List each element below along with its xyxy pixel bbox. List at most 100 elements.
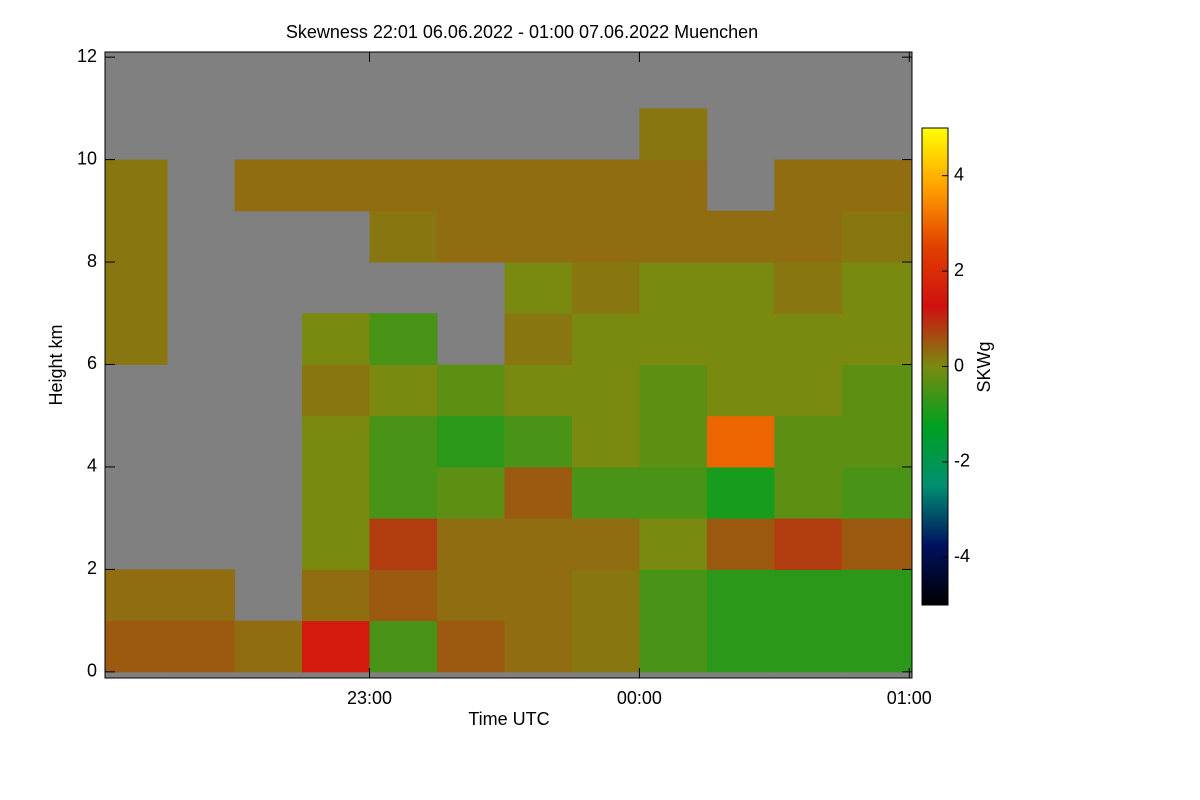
heatmap-cell bbox=[504, 210, 573, 263]
heatmap-cell bbox=[571, 415, 640, 468]
heatmap-cell bbox=[504, 364, 573, 417]
heatmap-cell bbox=[369, 466, 438, 519]
y-tick-label: 10 bbox=[77, 148, 97, 168]
heatmap-cell bbox=[774, 620, 843, 673]
heatmap-cell bbox=[841, 262, 913, 314]
colorbar-tick-label: 0 bbox=[954, 355, 964, 375]
heatmap-cell bbox=[841, 210, 913, 263]
heatmap-cell bbox=[369, 159, 438, 212]
y-axis-label: Height km bbox=[46, 324, 66, 405]
heatmap-cell bbox=[774, 364, 843, 417]
heatmap-cell bbox=[774, 262, 843, 314]
heatmap-cell bbox=[639, 364, 708, 417]
heatmap-cell bbox=[774, 569, 843, 622]
heatmap-cell bbox=[369, 415, 438, 468]
heatmap-cell bbox=[504, 466, 573, 519]
heatmap-cell bbox=[302, 313, 371, 365]
heatmap-cell bbox=[639, 466, 708, 519]
heatmap-cell bbox=[504, 620, 573, 673]
heatmap-cell bbox=[105, 262, 168, 314]
heatmap-cell bbox=[706, 620, 775, 673]
x-axis-label: Time UTC bbox=[468, 709, 549, 729]
heatmap-cell bbox=[639, 262, 708, 314]
heatmap-cell bbox=[302, 415, 371, 468]
heatmap-cell bbox=[706, 364, 775, 417]
heatmap-cell bbox=[369, 620, 438, 673]
y-tick-label: 12 bbox=[77, 46, 97, 66]
heatmap-cell bbox=[436, 569, 505, 622]
x-tick-label: 01:00 bbox=[887, 688, 932, 708]
heatmap-cell bbox=[504, 569, 573, 622]
chart-title: Skewness 22:01 06.06.2022 - 01:00 07.06.… bbox=[286, 22, 758, 42]
heatmap-cell bbox=[369, 518, 438, 570]
heatmap-cell bbox=[639, 620, 708, 673]
heatmap-cell bbox=[706, 415, 775, 468]
colorbar-tick-label: -4 bbox=[954, 546, 970, 566]
heatmap-cell bbox=[105, 569, 168, 622]
heatmap-cell bbox=[369, 569, 438, 622]
heatmap-cell bbox=[436, 415, 505, 468]
heatmap-cell bbox=[436, 466, 505, 519]
heatmap-cell bbox=[436, 518, 505, 570]
heatmap-cell bbox=[841, 313, 913, 365]
heatmap-cell bbox=[841, 518, 913, 570]
heatmap-cell bbox=[841, 620, 913, 673]
heatmap-cell bbox=[774, 518, 843, 570]
heatmap-cell bbox=[369, 313, 438, 365]
heatmap-cell bbox=[302, 569, 371, 622]
plot-frame bbox=[104, 51, 913, 679]
heatmap-cell bbox=[369, 210, 438, 263]
colorbar-tick-label: 4 bbox=[954, 164, 964, 184]
heatmap-cell bbox=[167, 569, 236, 622]
heatmap-cell bbox=[841, 415, 913, 468]
heatmap-cell bbox=[436, 210, 505, 263]
heatmap-cell bbox=[706, 569, 775, 622]
heatmap-cell bbox=[504, 313, 573, 365]
heatmap-cell bbox=[774, 313, 843, 365]
heatmap-cell bbox=[706, 210, 775, 263]
heatmap-cell bbox=[706, 518, 775, 570]
y-tick-label: 2 bbox=[87, 558, 97, 578]
heatmap-cell bbox=[302, 159, 371, 212]
heatmap-cell bbox=[302, 518, 371, 570]
heatmap-cell bbox=[639, 415, 708, 468]
heatmap-cell bbox=[302, 364, 371, 417]
colorbar-tick-label: -2 bbox=[954, 451, 970, 471]
heatmap-cell bbox=[841, 159, 913, 212]
heatmap-cell bbox=[571, 466, 640, 519]
heatmap-cell bbox=[774, 466, 843, 519]
heatmap-cell bbox=[774, 159, 843, 212]
colorbar-tick-label: 2 bbox=[954, 260, 964, 280]
heatmap-cell bbox=[504, 159, 573, 212]
heatmap-cell bbox=[774, 415, 843, 468]
x-tick-label: 23:00 bbox=[347, 688, 392, 708]
heatmap-cell bbox=[571, 364, 640, 417]
heatmap-cell bbox=[639, 518, 708, 570]
colorbar-label: SKWg bbox=[974, 341, 994, 392]
heatmap-cell bbox=[571, 262, 640, 314]
heatmap-cell bbox=[571, 518, 640, 570]
heatmap-cell bbox=[105, 159, 168, 212]
heatmap-cell bbox=[234, 159, 303, 212]
heatmap-cell bbox=[639, 569, 708, 622]
heatmap-cell bbox=[841, 466, 913, 519]
heatmap-cell bbox=[706, 262, 775, 314]
x-tick-label: 00:00 bbox=[617, 688, 662, 708]
heatmap-cell bbox=[504, 415, 573, 468]
y-tick-label: 0 bbox=[87, 661, 97, 681]
heatmap-cell bbox=[105, 313, 168, 365]
heatmap-cell bbox=[436, 159, 505, 212]
heatmap-cell bbox=[639, 159, 708, 212]
heatmap-cell bbox=[504, 262, 573, 314]
heatmap-cell bbox=[167, 620, 236, 673]
heatmap-cell bbox=[706, 466, 775, 519]
heatmap-cell bbox=[436, 364, 505, 417]
heatmap-cell bbox=[841, 364, 913, 417]
heatmap-cell bbox=[571, 620, 640, 673]
y-tick-label: 8 bbox=[87, 251, 97, 271]
heatmap-cell bbox=[571, 210, 640, 263]
y-tick-label: 4 bbox=[87, 456, 97, 476]
heatmap-cell bbox=[105, 620, 168, 673]
heatmap-cell bbox=[774, 210, 843, 263]
